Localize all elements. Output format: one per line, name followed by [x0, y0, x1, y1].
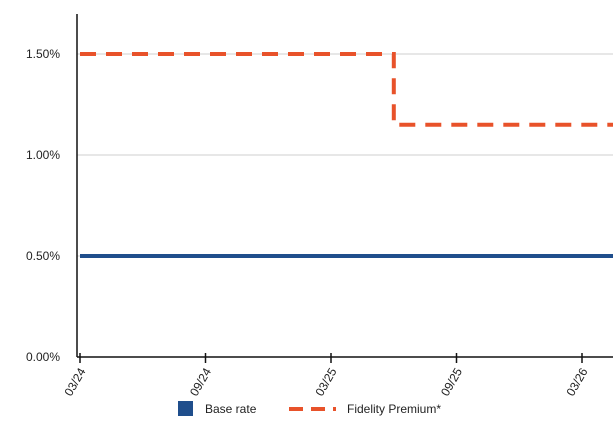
x-tick-label: 03/26 [563, 365, 590, 398]
y-axis-tick-labels: 0.00% 0.50% 1.00% 1.50% [26, 47, 60, 364]
x-tick-label: 09/24 [187, 365, 214, 398]
x-tick-label: 03/25 [312, 365, 339, 398]
legend-label-base-rate: Base rate [205, 402, 257, 416]
series-lines [80, 52, 613, 258]
y-tick-label: 1.50% [26, 47, 60, 61]
legend: Base rate Fidelity Premium* [178, 401, 441, 416]
y-tick-label: 0.00% [26, 350, 60, 364]
legend-swatch-base-rate [178, 401, 193, 416]
y-tick-label: 0.50% [26, 249, 60, 263]
gridlines [77, 53, 613, 257]
x-tick-label: 09/25 [438, 365, 465, 398]
x-axis-tick-labels: 03/24 09/24 03/25 09/25 03/26 [61, 365, 590, 398]
x-tick-label: 03/24 [61, 365, 88, 398]
axes [76, 14, 613, 363]
series-line-fidelity-premium [80, 52, 613, 127]
legend-label-fidelity-premium: Fidelity Premium* [347, 402, 441, 416]
y-tick-label: 1.00% [26, 148, 60, 162]
